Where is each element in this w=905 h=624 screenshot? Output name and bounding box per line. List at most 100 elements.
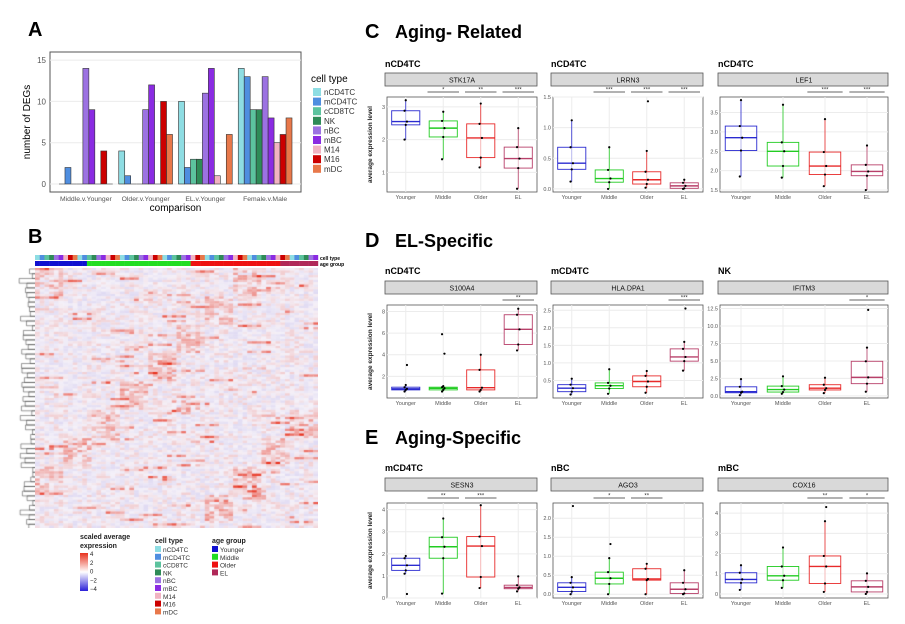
data-point bbox=[515, 590, 519, 593]
y-tick-label: 2 bbox=[382, 552, 385, 558]
data-point bbox=[683, 178, 686, 181]
data-point bbox=[479, 102, 482, 105]
panel-label-d: D bbox=[365, 230, 379, 252]
data-point bbox=[443, 352, 446, 355]
data-point bbox=[571, 387, 575, 390]
data-point bbox=[479, 504, 482, 507]
data-point bbox=[442, 135, 445, 139]
x-tick-label: Older.v.Younger bbox=[122, 196, 171, 203]
data-point bbox=[403, 572, 406, 575]
data-point bbox=[864, 188, 867, 192]
legend-label: nCD4TC bbox=[324, 88, 355, 97]
y-tick-label: 1.5 bbox=[543, 535, 551, 541]
celltype-annotation-cell bbox=[35, 255, 40, 260]
data-point bbox=[570, 576, 573, 579]
box-EL bbox=[669, 582, 699, 594]
bar-mBC-Middle.v.Younger bbox=[88, 109, 96, 185]
agegroup-annotation-cell bbox=[303, 261, 309, 266]
bar-M14-Female.v.Male bbox=[273, 142, 281, 185]
agegroup-annotation-cell bbox=[190, 261, 196, 266]
data-point bbox=[478, 122, 481, 125]
data-point bbox=[823, 388, 827, 392]
bar-nBC-EL.v.Younger bbox=[202, 92, 209, 185]
data-point bbox=[644, 186, 647, 189]
agegroup-annotation-cell bbox=[110, 261, 116, 266]
celltype-annotation-cell bbox=[44, 255, 50, 260]
panel-cell-type: NK bbox=[718, 266, 731, 276]
data-point bbox=[403, 386, 406, 389]
data-point bbox=[822, 554, 825, 558]
agegroup-legend-title: age group bbox=[212, 538, 246, 545]
data-point bbox=[517, 307, 520, 310]
y-tick-label: 1.5 bbox=[543, 95, 551, 101]
y-tick-label: 1.5 bbox=[543, 343, 551, 349]
celltype-annotation-cell bbox=[162, 255, 168, 260]
celltype-annotation-cell bbox=[53, 255, 59, 260]
box-Older bbox=[808, 151, 842, 176]
agegroup-legend-swatch bbox=[212, 569, 218, 576]
annotation-row-label: age group bbox=[320, 262, 344, 268]
color-scale-tick: 0 bbox=[90, 570, 94, 576]
agegroup-annotation-cell bbox=[58, 261, 64, 266]
y-tick-label: 2.5 bbox=[710, 149, 718, 155]
data-point bbox=[517, 343, 520, 346]
significance-label: * bbox=[866, 494, 869, 500]
significance-label: * bbox=[442, 88, 445, 94]
x-tick-label: Older bbox=[474, 195, 488, 201]
celltype-annotation-cell bbox=[280, 255, 286, 260]
agegroup-annotation-cell bbox=[157, 261, 163, 266]
y-tick-label: 1 bbox=[715, 572, 718, 578]
y-tick-label: 7.5 bbox=[710, 341, 718, 347]
data-point bbox=[780, 385, 783, 388]
celltype-annotation-cell bbox=[68, 255, 73, 260]
x-tick-label: EL bbox=[681, 601, 688, 607]
panel-label-e: E bbox=[365, 427, 378, 449]
data-point bbox=[569, 393, 572, 396]
legend-swatch-nCD4TC bbox=[313, 88, 321, 96]
data-point bbox=[646, 380, 650, 383]
agegroup-annotation-cell bbox=[124, 261, 130, 266]
color-scale-tick: −2 bbox=[90, 578, 98, 584]
data-point bbox=[781, 390, 785, 394]
facet-strip bbox=[550, 477, 704, 492]
data-point bbox=[515, 146, 519, 149]
x-tick-label: Middle bbox=[601, 601, 617, 607]
y-tick-label: 3 bbox=[382, 530, 385, 536]
panel-cell-type: mCD4TC bbox=[551, 266, 590, 276]
bar-nBC-Middle.v.Younger bbox=[82, 68, 90, 185]
celltype-annotation-cell bbox=[176, 255, 182, 260]
celltype-legend-label: NK bbox=[163, 570, 173, 577]
data-point bbox=[645, 385, 648, 388]
bar-mDC-EL.v.Younger bbox=[225, 134, 233, 185]
legend-label: M14 bbox=[324, 146, 340, 155]
data-point bbox=[442, 557, 445, 560]
legend-label: mBC bbox=[324, 136, 342, 145]
celltype-annotation-cell bbox=[91, 255, 97, 260]
data-point bbox=[404, 99, 407, 102]
box-Younger bbox=[391, 557, 421, 571]
celltype-annotation-cell bbox=[77, 255, 83, 260]
data-point bbox=[405, 363, 409, 367]
x-tick-label: Older bbox=[818, 401, 832, 407]
bar-mBC-Older.v.Younger bbox=[148, 84, 155, 185]
data-point bbox=[405, 564, 409, 567]
x-tick-label: Younger bbox=[396, 401, 416, 407]
data-point bbox=[783, 150, 786, 153]
agegroup-annotation-cell bbox=[237, 261, 243, 266]
y-tick-label: 1 bbox=[382, 574, 385, 580]
bar-NK-Female.v.Male bbox=[255, 109, 263, 185]
data-point bbox=[739, 149, 743, 152]
agegroup-annotation-cell bbox=[275, 261, 281, 266]
agegroup-annotation-cell bbox=[195, 261, 201, 266]
data-point bbox=[404, 383, 407, 387]
agegroup-annotation-cell bbox=[256, 261, 262, 266]
legend-swatch-mBC bbox=[313, 136, 321, 144]
data-point bbox=[645, 369, 648, 373]
heatmap-dendrogram bbox=[18, 268, 35, 528]
data-point bbox=[403, 109, 406, 112]
data-point bbox=[570, 377, 573, 380]
bar-mBC-Female.v.Male bbox=[267, 117, 275, 185]
significance-label: *** bbox=[681, 296, 689, 302]
data-point bbox=[684, 184, 687, 187]
panel-cell-type: nCD4TC bbox=[385, 59, 421, 69]
